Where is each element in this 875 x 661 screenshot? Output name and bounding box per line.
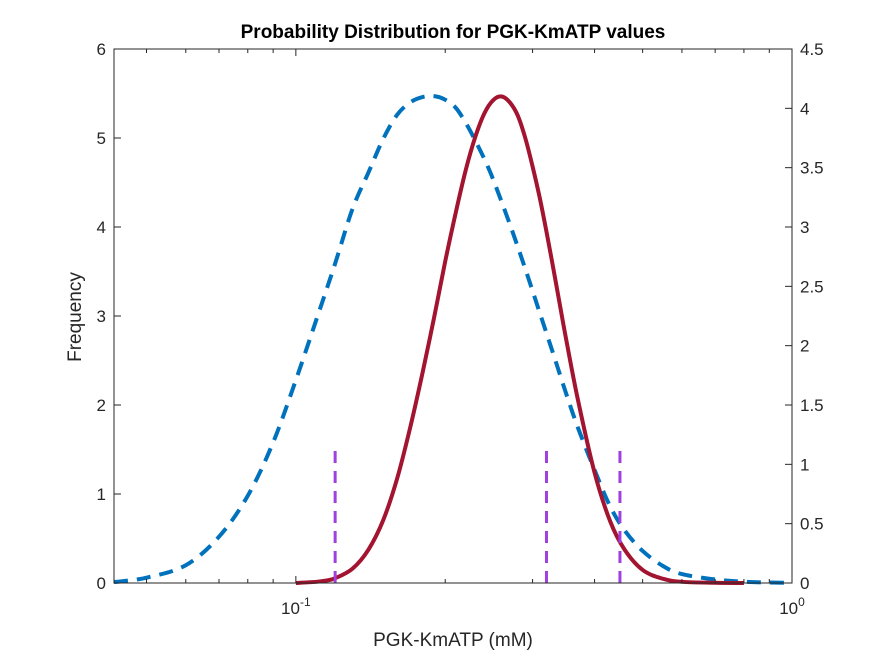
right-y-tick-label: 4 [800,99,809,118]
x-tick-label: 100 [779,595,805,618]
x-tick-label: 10-1 [281,595,311,618]
right-y-tick-label: 0.5 [800,515,824,534]
left-y-tick-label: 2 [97,396,106,415]
left-y-tick-label: 0 [97,574,106,593]
right-y-tick-label: 1 [800,455,809,474]
right-y-tick-label: 3 [800,218,809,237]
right-y-tick-label: 3.5 [800,159,824,178]
left-y-tick-label: 3 [97,307,106,326]
right-y-tick-label: 2 [800,337,809,356]
dashed-distribution-line [113,93,793,585]
right-y-tick-label: 1.5 [800,396,824,415]
left-y-tick-label: 5 [97,129,106,148]
left-y-tick-label: 4 [97,218,106,237]
right-y-tick-label: 4.5 [800,40,824,59]
x-axis-label: PGK-KmATP (mM) [373,630,533,651]
right-y-tick-label: 2.5 [800,277,824,296]
right-y-tick-label: 0 [800,574,809,593]
left-y-tick-label: 1 [97,485,106,504]
chart-title: Probability Distribution for PGK-KmATP v… [241,22,666,43]
solid-distribution-line [295,94,744,585]
y-axis-label: Frequency [65,272,86,362]
left-y-tick-label: 6 [97,40,106,59]
